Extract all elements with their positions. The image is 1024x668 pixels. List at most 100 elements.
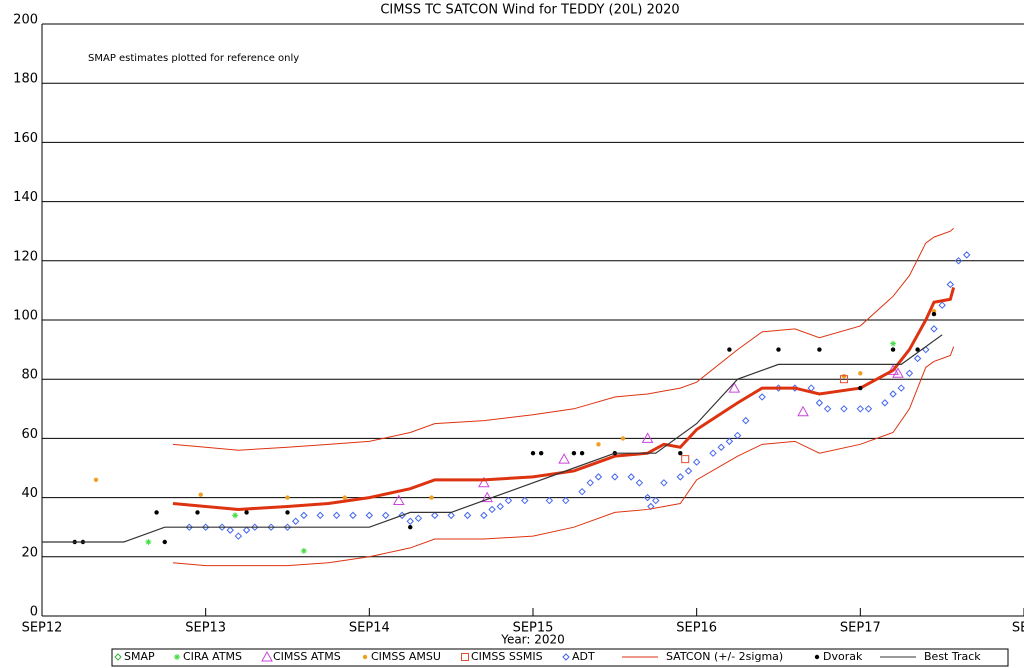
data-point <box>733 431 742 440</box>
y-tick-label: 60 <box>21 427 38 442</box>
legend-swatch <box>461 653 469 661</box>
satcon-lower <box>172 346 955 567</box>
legend-label: CIMSS AMSU <box>371 650 441 663</box>
data-point <box>709 449 717 457</box>
data-point <box>392 494 405 506</box>
data-point <box>349 511 357 520</box>
data-point <box>342 495 347 500</box>
data-point <box>635 479 644 487</box>
x-tick-label: SEP <box>1012 621 1024 636</box>
data-point <box>915 347 920 352</box>
legend-label: ADT <box>572 650 595 663</box>
data-point <box>579 451 585 456</box>
data-point <box>676 473 685 481</box>
data-point <box>717 443 725 451</box>
data-point <box>681 455 690 464</box>
data-point <box>881 399 889 407</box>
data-point <box>946 280 955 289</box>
y-tick-label: 20 <box>21 545 38 560</box>
data-point <box>742 416 750 425</box>
legend-label: CIMSS SSMIS <box>471 650 543 663</box>
data-point <box>578 487 586 496</box>
legend-label: SATCON (+/- 2sigma) <box>666 650 783 663</box>
data-point <box>154 510 159 515</box>
data-point <box>521 496 529 505</box>
data-point <box>858 385 863 391</box>
data-point <box>758 393 766 401</box>
data-point <box>234 532 243 540</box>
legend-label: Best Track <box>924 650 981 663</box>
data-point <box>611 473 619 481</box>
data-point <box>285 495 290 500</box>
y-tick-label: 0 <box>30 605 38 620</box>
data-point <box>660 479 668 487</box>
data-point <box>728 382 741 393</box>
data-point <box>429 495 434 500</box>
data-point <box>145 539 152 545</box>
data-point <box>283 523 292 531</box>
data-point <box>856 405 865 413</box>
data-point <box>480 511 488 520</box>
data-point <box>890 340 897 347</box>
x-tick-label: SEP17 <box>840 621 881 636</box>
data-point <box>558 453 570 464</box>
data-point <box>627 473 635 481</box>
data-point <box>232 512 239 519</box>
data-point <box>823 405 832 413</box>
data-point <box>478 476 490 488</box>
legend-swatch <box>261 650 273 662</box>
data-point <box>545 496 554 505</box>
data-point <box>481 491 494 503</box>
data-point <box>905 369 914 377</box>
data-point <box>488 505 496 514</box>
legend-swatch <box>814 654 820 660</box>
y-tick-label: 140 <box>13 190 38 205</box>
data-point <box>538 451 544 456</box>
data-point <box>381 511 390 520</box>
y-tick-label: 120 <box>13 249 38 264</box>
data-point <box>242 526 251 534</box>
y-tick-label: 200 <box>13 13 38 28</box>
data-point <box>562 496 570 505</box>
data-point <box>652 496 660 505</box>
data-point <box>198 492 203 497</box>
data-point <box>162 539 167 545</box>
annotation: SMAP estimates plotted for reference onl… <box>88 53 299 64</box>
data-point <box>185 523 194 531</box>
data-point <box>300 511 308 520</box>
data-point <box>954 257 963 265</box>
data-point <box>897 384 905 392</box>
data-point <box>530 451 536 456</box>
data-point <box>963 251 971 259</box>
data-point <box>316 511 324 520</box>
data-point <box>365 511 374 520</box>
data-point <box>892 367 904 378</box>
data-point <box>931 311 937 317</box>
x-tick-label: SEP15 <box>513 621 554 636</box>
x-tick-label: SEP12 <box>22 621 63 636</box>
data-point <box>725 437 734 446</box>
data-point <box>571 451 577 456</box>
data-point <box>504 496 513 505</box>
legend-label: CIMSS ATMS <box>273 650 341 663</box>
best-track-line <box>42 334 943 543</box>
data-point <box>447 511 455 520</box>
data-point <box>285 510 290 515</box>
x-axis-label: Year: 2020 <box>500 633 565 647</box>
x-tick-label: SEP14 <box>349 621 390 636</box>
data-point <box>678 451 683 456</box>
satcon-line <box>172 287 956 511</box>
x-tick-label: SEP13 <box>185 621 226 636</box>
data-point <box>930 325 938 333</box>
data-point <box>938 301 946 309</box>
data-point <box>887 364 899 375</box>
data-point <box>586 479 594 487</box>
data-point <box>332 511 341 520</box>
legend-swatch <box>174 654 180 660</box>
y-tick-label: 180 <box>13 72 38 87</box>
data-point <box>913 354 922 363</box>
data-point <box>267 523 275 531</box>
satcon-upper <box>172 227 954 451</box>
data-point <box>201 523 210 531</box>
